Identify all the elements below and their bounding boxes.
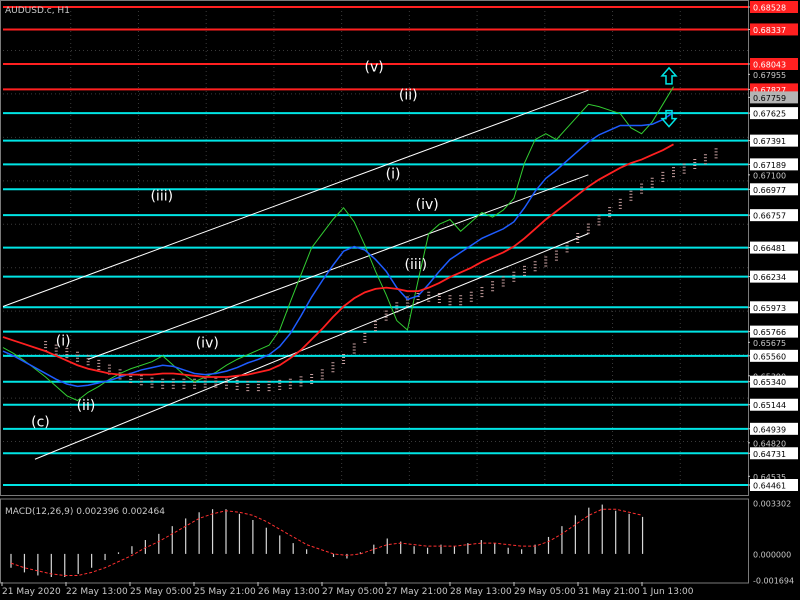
price-tick-label: 0.64820 (753, 439, 786, 448)
current-price-box (750, 91, 798, 104)
price-tag-box (750, 349, 798, 362)
price-tag-box (750, 422, 798, 435)
wave-label: (c) (31, 414, 50, 430)
channel-line (34, 233, 589, 460)
price-tag: 0.65560 (753, 352, 786, 361)
time-label: 22 May 13:00 (66, 587, 128, 597)
price-tag-box (750, 447, 798, 460)
price-tag-box (750, 325, 798, 338)
macd-label: MACD(12,26,9) 0.002396 0.002464 (5, 507, 165, 517)
price-tag: 0.68337 (753, 26, 786, 35)
wave-labels: (c) (i) (ii) (iii) (iv) (v) (ii) (i) (iv) (iii) (31, 59, 439, 430)
price-tag-box (750, 209, 798, 222)
time-label: 28 May 13:00 (450, 587, 512, 597)
price-tag-box (750, 158, 798, 171)
price-tag: 0.64939 (753, 425, 786, 434)
time-label: 31 May 21:00 (578, 587, 640, 597)
price-tag-box (750, 241, 798, 254)
price-tag: 0.65766 (753, 328, 786, 337)
macd-panel-frame (0, 498, 749, 584)
time-label: 25 May 21:00 (194, 587, 256, 597)
channel-line (2, 89, 589, 307)
price-tag: 0.65340 (753, 378, 786, 387)
price-tag: 0.66234 (753, 273, 786, 282)
price-tick-label: 0.67955 (753, 71, 786, 80)
time-label: 1 Jun 13:00 (642, 587, 694, 597)
price-tag: 0.65144 (753, 401, 786, 410)
time-label: 27 May 21:00 (386, 587, 448, 597)
price-tag: 0.67391 (753, 137, 786, 146)
macd-signal-line (10, 508, 643, 576)
price-tag-box (750, 58, 798, 71)
direction-arrows (660, 66, 678, 128)
fast-ma-line (2, 111, 674, 388)
price-tag: 0.67189 (753, 161, 786, 170)
macd-tick-label: 0.000000 (753, 550, 791, 559)
price-line (2, 86, 674, 402)
wave-label: (i) (56, 333, 71, 349)
wave-label: (ii) (399, 88, 418, 104)
price-tag-box (750, 183, 798, 196)
grid (0, 0, 749, 584)
wave-label: (iv) (416, 197, 439, 213)
wave-label: (i) (386, 166, 401, 182)
macd-tick-label: -0.001694 (753, 577, 794, 586)
price-tag: 0.65973 (753, 304, 786, 313)
price-tag-box (750, 1, 798, 13)
trend-channel (2, 89, 589, 460)
price-tag-box (750, 375, 798, 388)
chart-series (2, 86, 674, 402)
wave-label: (ii) (77, 398, 96, 414)
price-tag: 0.64731 (753, 450, 786, 459)
price-tag-box (750, 479, 798, 491)
current-price-label: 0.67759 (753, 94, 786, 103)
channel-line (87, 174, 589, 360)
up-arrow-icon (660, 66, 678, 85)
wave-label: (iii) (150, 189, 173, 205)
price-tick-label: 0.67100 (753, 171, 786, 180)
price-tag: 0.66481 (753, 244, 786, 253)
slow-ma-line (2, 143, 674, 378)
time-label: 21 May 2020 (2, 587, 61, 597)
price-tag: 0.66977 (753, 186, 786, 195)
symbol-title: AUDUSD.c, H1 (5, 6, 70, 16)
price-tag: 0.64461 (753, 482, 786, 491)
down-arrow-icon (660, 109, 678, 128)
price-tag: 0.68043 (753, 61, 786, 70)
price-tag-box (750, 107, 798, 120)
price-levels (3, 6, 748, 486)
macd-tick-label: 0.003302 (753, 500, 791, 509)
wave-label: (v) (364, 59, 383, 75)
price-tag-box (750, 23, 798, 36)
price-tag: 0.67625 (753, 110, 786, 119)
price-tag: 0.66757 (753, 212, 786, 221)
price-tick-label: 0.65675 (753, 339, 786, 348)
price-tag-box (750, 270, 798, 283)
time-label: 26 May 13:00 (258, 587, 320, 597)
wave-label: (iii) (405, 257, 428, 273)
price-tag-box (750, 398, 798, 411)
time-axis: 21 May 2020 22 May 13:00 25 May 05:00 25 Ma… (1, 582, 694, 597)
price-tag-box (750, 134, 798, 147)
price-tag: 0.68528 (753, 4, 786, 13)
time-label: 29 May 05:00 (514, 587, 576, 597)
time-label: 25 May 05:00 (130, 587, 192, 597)
price-tag: 0.67827 (753, 86, 786, 95)
time-label: 27 May 05:00 (322, 587, 384, 597)
wave-label: (iv) (196, 336, 219, 352)
price-tag-box (750, 301, 798, 314)
macd-panel: 0.003302 0.000000 -0.001694 (10, 500, 794, 586)
price-tick-label: 0.64535 (753, 473, 786, 482)
